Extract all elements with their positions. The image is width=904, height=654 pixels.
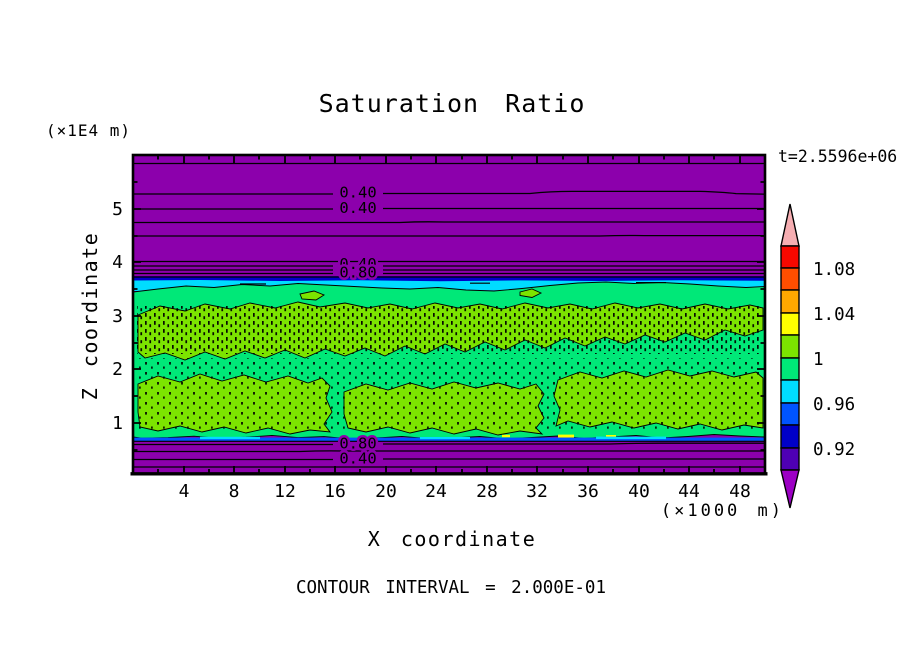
colorbar-box-0.98-1.00: [780, 357, 800, 381]
x-tick-12: 12: [274, 481, 296, 502]
colorbar-box-0.92-0.94: [780, 424, 800, 449]
x-tick-8: 8: [229, 481, 240, 502]
x-tick-32: 32: [526, 481, 548, 502]
x-tick-28: 28: [476, 481, 498, 502]
contour-label-3: 0.80: [339, 264, 376, 282]
contour-interval-note: CONTOUR INTERVAL = 2.000E-01: [296, 578, 606, 598]
colorbar-box-0.96-0.98: [780, 379, 800, 404]
colorbar-box-1.00-1.02: [780, 334, 800, 359]
y-tick-2: 2: [112, 359, 123, 380]
band-cyan-dash-1: [200, 436, 260, 440]
yellow-speck-1: [558, 434, 574, 438]
boundary-dashes: [240, 282, 666, 285]
ticks-left-major: [133, 208, 141, 424]
x-axis-unit: (×1000 m): [661, 501, 784, 521]
ticks-top-major: [183, 155, 741, 163]
x-tick-24: 24: [425, 481, 447, 502]
y-tick-3: 3: [112, 306, 123, 327]
y-axis-title: Z coordinate: [78, 232, 102, 401]
ticks-bottom-minor: [157, 469, 715, 474]
y-tick-1: 1: [112, 413, 123, 434]
chartreuse-islet-1: [299, 290, 325, 301]
colorbar-box-1.04-1.06: [780, 289, 800, 314]
contour-label-5: 0.40: [339, 450, 376, 468]
contour-line-bot-3: [133, 458, 765, 461]
band-cyan-dash-3: [596, 436, 666, 440]
x-tick-4: 4: [179, 481, 190, 502]
y-axis-unit: (×1E4 m): [46, 121, 131, 140]
x-tick-40: 40: [628, 481, 650, 502]
chartreuse-islet-2: [519, 288, 543, 298]
time-label: t=2.5596e+06: [778, 147, 897, 166]
x-axis-title: X coordinate: [368, 527, 537, 551]
contour-cluster: [133, 260, 765, 278]
contour-line-top-2: [133, 190, 765, 195]
ticks-bottom-major: [183, 466, 741, 474]
ticks-right-major: [757, 208, 765, 424]
band-cyan-dash-2: [420, 437, 470, 440]
colorbar-label-1.04: 1.04: [813, 305, 855, 325]
x-tick-48: 48: [729, 481, 751, 502]
y-tick-labels: 5 4 3 2 1: [112, 199, 123, 434]
chart-title: Saturation Ratio: [319, 89, 586, 118]
contour-line-top-5: [133, 234, 765, 237]
x-tick-36: 36: [577, 481, 599, 502]
y-tick-5: 5: [112, 199, 123, 220]
colorbar: 1.08 1.04 1 0.96 0.92: [780, 203, 855, 509]
colorbar-box-1.06-1.08: [780, 267, 800, 291]
colorbar-arrow-below-min: [780, 469, 800, 509]
stipple-band-upper: [137, 306, 761, 354]
ticks-right-minor: [760, 181, 765, 451]
yellow-speck-3: [502, 434, 510, 438]
contour-line-bot-2: [133, 450, 765, 453]
y-tick-4: 4: [112, 252, 123, 273]
colorbar-box-1.08-1.10: [780, 245, 800, 269]
contour-line-top-3: [133, 207, 765, 210]
colorbar-label-1: 1: [813, 350, 824, 370]
ticks-top-minor: [157, 155, 715, 160]
colorbar-box-1.02-1.04: [780, 312, 800, 336]
x-tick-44: 44: [678, 481, 700, 502]
colorbar-box-0.90-0.92: [780, 447, 800, 471]
x-tick-labels: 4 8 12 16 20 24 28 32 36 40 44 48: [179, 481, 751, 502]
colorbar-arrow-above-max: [780, 203, 800, 247]
contour-label-1: 0.40: [339, 199, 376, 217]
x-tick-20: 20: [375, 481, 397, 502]
stipple-band-lower: [137, 358, 761, 432]
colorbar-label-1.08: 1.08: [813, 260, 855, 280]
contour-label-2: 0.40: [339, 255, 376, 273]
x-tick-16: 16: [324, 481, 346, 502]
contour-label-0: 0.40: [339, 184, 376, 202]
colorbar-label-0.92: 0.92: [813, 440, 855, 460]
plot-area: 0.40 0.40 0.40 0.80 0.80 0.40: [133, 155, 765, 474]
yellow-speck-2: [606, 435, 616, 438]
band-blue-bottom: [133, 437, 765, 441]
ticks-left-minor: [133, 181, 138, 451]
contour-line-bot-1: [133, 442, 765, 446]
contour-line-top-4: [133, 221, 765, 224]
colorbar-box-0.94-0.96: [780, 402, 800, 426]
band-navy: [133, 276, 765, 283]
contour-label-4: 0.80: [339, 435, 376, 453]
colorbar-label-0.96: 0.96: [813, 395, 855, 415]
